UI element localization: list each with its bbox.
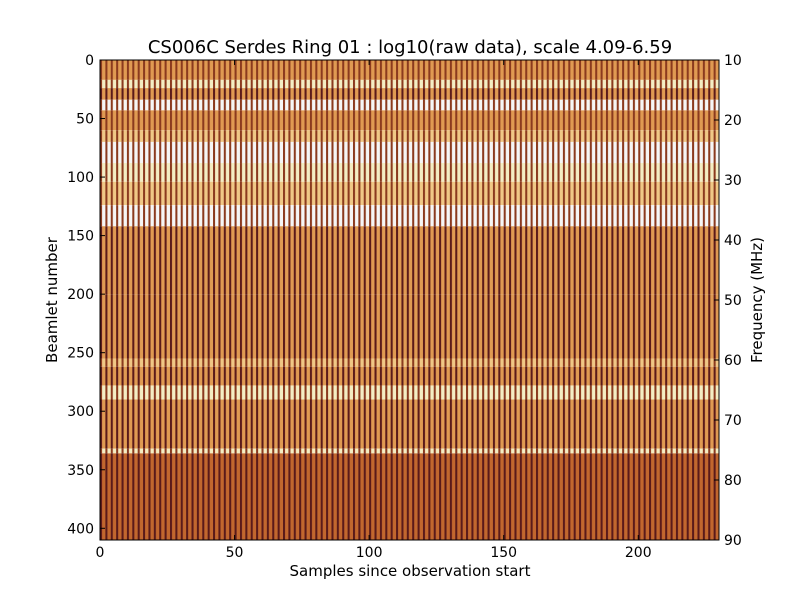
x-tick-label: 200 [625, 545, 652, 561]
y-axis-right: 10 20 30 40 50 60 70 80 90 [714, 53, 742, 549]
x-tick-label: 0 [96, 545, 105, 561]
y-tick-label: 50 [76, 112, 94, 128]
y2-tick-label: 60 [724, 353, 742, 369]
y2-tick-label: 70 [724, 413, 742, 429]
chart-title: CS006C Serdes Ring 01 : log10(raw data),… [148, 37, 672, 58]
heatmap-band [100, 358, 719, 367]
y2-tick-label: 10 [724, 53, 742, 69]
heatmap-band [100, 60, 719, 80]
y-tick-label: 200 [67, 287, 94, 303]
heatmap-band [100, 99, 719, 111]
y2-tick-label: 40 [724, 233, 742, 249]
y2-axis-label: Frequency (MHz) [748, 237, 766, 363]
y2-tick-label: 20 [724, 113, 742, 129]
heatmap-band [100, 141, 719, 164]
y2-tick-label: 80 [724, 473, 742, 489]
x-axis: 0 50 100 150 200 [96, 60, 652, 561]
heatmap-band [100, 88, 719, 100]
y-tick-label: 250 [67, 346, 94, 362]
y-tick-label: 400 [67, 521, 94, 537]
y-tick-label: 0 [85, 53, 94, 69]
heatmap-band [100, 294, 719, 359]
heatmap-band [100, 385, 719, 400]
x-tick-label: 150 [490, 545, 517, 561]
heatmap-band [100, 399, 719, 449]
heatmap-band [100, 453, 719, 540]
x-axis-label: Samples since observation start [290, 562, 531, 580]
y2-tick-label: 90 [724, 533, 742, 549]
heatmap-band [100, 130, 719, 142]
heatmap-image [100, 60, 719, 540]
y-tick-label: 100 [67, 170, 94, 186]
heatmap-band [100, 366, 719, 386]
x-tick-label: 100 [356, 545, 383, 561]
heatmap-band [100, 110, 719, 131]
heatmap-band [100, 79, 719, 89]
y-tick-label: 350 [67, 463, 94, 479]
y2-tick-label: 30 [724, 173, 742, 189]
heatmap-band [100, 448, 719, 454]
y-axis-label: Beamlet number [43, 236, 61, 363]
y-tick-label: 300 [67, 404, 94, 420]
y-axis-left: 0 50 100 150 200 250 300 350 400 [67, 53, 105, 537]
y2-tick-label: 50 [724, 293, 742, 309]
heatmap-band [100, 181, 719, 206]
heatmap-band [100, 163, 719, 182]
heatmap-band [100, 205, 719, 227]
x-tick-label: 50 [226, 545, 244, 561]
heatmap-band [100, 226, 719, 295]
y-tick-label: 150 [67, 229, 94, 245]
